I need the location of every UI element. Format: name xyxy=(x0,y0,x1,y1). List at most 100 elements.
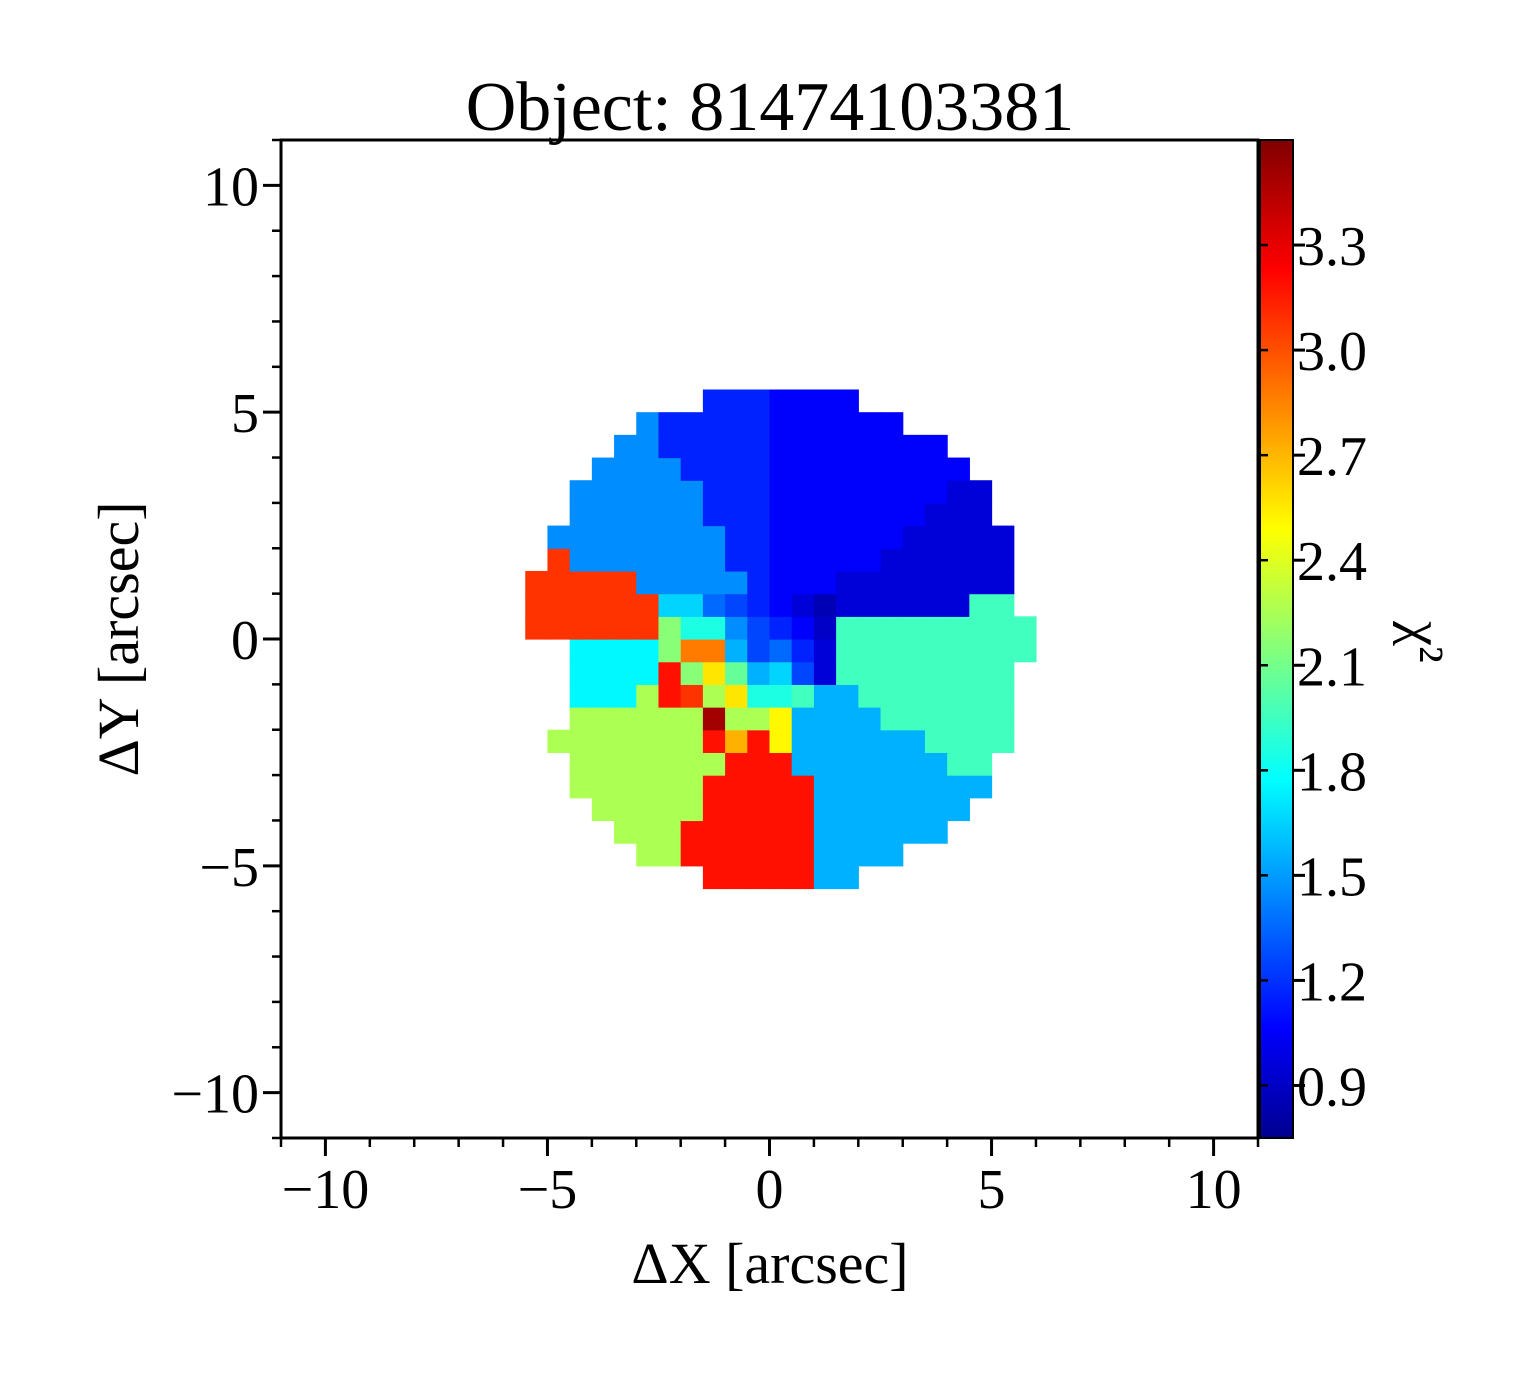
map-pixel xyxy=(791,865,815,890)
map-pixel xyxy=(858,570,882,595)
map-pixel xyxy=(547,525,571,549)
map-pixel xyxy=(725,593,748,617)
map-pixel xyxy=(813,684,837,708)
map-pixel xyxy=(924,661,948,685)
map-pixel xyxy=(836,480,859,504)
map-pixel xyxy=(680,434,704,459)
map-pixel xyxy=(858,797,882,822)
map-pixel xyxy=(791,752,815,776)
map-pixel xyxy=(880,707,904,731)
map-pixel xyxy=(969,639,993,663)
map-pixel xyxy=(836,684,859,708)
map-pixel xyxy=(947,616,970,640)
map-pixel xyxy=(836,639,859,663)
map-pixel xyxy=(858,661,882,685)
map-pixel xyxy=(747,457,771,481)
map-pixel xyxy=(680,639,704,663)
map-pixel xyxy=(747,548,771,572)
map-pixel xyxy=(680,843,704,867)
colorbar-tick-label: 1.5 xyxy=(1297,846,1367,908)
map-pixel xyxy=(791,525,815,549)
map-pixel xyxy=(791,797,815,822)
map-pixel xyxy=(680,502,704,527)
map-pixel xyxy=(791,729,815,754)
colorbar-tick-label: 1.8 xyxy=(1297,741,1367,803)
colorbar-tick-label: 2.7 xyxy=(1297,426,1367,488)
map-pixel xyxy=(658,570,682,595)
map-pixel xyxy=(769,548,793,572)
map-pixel xyxy=(658,639,682,663)
map-pixel xyxy=(525,570,549,595)
map-pixel xyxy=(547,570,571,595)
map-pixel xyxy=(658,434,682,459)
map-pixel xyxy=(769,593,793,617)
map-pixel xyxy=(902,775,926,799)
map-pixel xyxy=(924,457,948,481)
x-tick-label: −10 xyxy=(282,1159,370,1221)
x-axis-label: ΔX [arcsec] xyxy=(631,1231,908,1296)
y-tick-label: 10 xyxy=(203,156,259,218)
map-pixel xyxy=(813,820,837,844)
map-pixel xyxy=(614,707,637,731)
map-pixel xyxy=(769,502,793,527)
map-pixel xyxy=(991,684,1015,708)
map-pixel xyxy=(858,684,882,708)
map-pixel xyxy=(858,820,882,844)
map-pixel xyxy=(569,707,593,731)
map-pixel xyxy=(614,639,637,663)
map-pixel xyxy=(591,684,615,708)
map-pixel xyxy=(836,616,859,640)
map-pixel xyxy=(769,684,793,708)
map-pixel xyxy=(969,480,993,504)
map-pixel xyxy=(902,457,926,481)
map-pixel xyxy=(725,865,748,890)
map-pixel xyxy=(614,752,637,776)
map-pixel xyxy=(636,729,660,754)
map-pixel xyxy=(791,775,815,799)
map-pixel xyxy=(725,729,748,754)
map-pixel xyxy=(725,457,748,481)
map-pixel xyxy=(902,661,926,685)
map-pixel xyxy=(769,661,793,685)
map-pixel xyxy=(569,616,593,640)
x-tick-label: 5 xyxy=(978,1159,1006,1221)
map-pixel xyxy=(836,707,859,731)
map-pixel xyxy=(813,502,837,527)
y-axis-label: ΔY [arcsec] xyxy=(86,501,151,776)
map-pixel xyxy=(747,616,771,640)
map-pixel xyxy=(569,502,593,527)
map-pixel xyxy=(991,661,1015,685)
map-pixel xyxy=(791,639,815,663)
map-pixel xyxy=(658,593,682,617)
map-pixel xyxy=(813,775,837,799)
map-pixel xyxy=(591,752,615,776)
colorbar-tick-label: 1.2 xyxy=(1297,951,1367,1013)
map-pixel xyxy=(680,820,704,844)
map-pixel xyxy=(636,480,660,504)
map-pixel xyxy=(569,775,593,799)
map-pixel xyxy=(569,752,593,776)
map-pixel xyxy=(636,616,660,640)
map-pixel xyxy=(658,729,682,754)
map-pixel xyxy=(836,412,859,436)
map-pixel xyxy=(525,593,549,617)
map-pixel xyxy=(769,843,793,867)
map-pixel xyxy=(769,457,793,481)
map-pixel xyxy=(813,707,837,731)
map-pixel xyxy=(858,457,882,481)
map-pixel xyxy=(658,616,682,640)
map-pixel xyxy=(880,684,904,708)
map-pixel xyxy=(636,639,660,663)
map-pixel xyxy=(658,843,682,867)
map-pixel xyxy=(680,593,704,617)
map-pixel xyxy=(769,525,793,549)
map-pixel xyxy=(902,729,926,754)
colorbar-tick-label: 2.4 xyxy=(1297,531,1367,593)
colorbar-tick-label: 2.1 xyxy=(1297,636,1367,698)
map-pixel xyxy=(769,480,793,504)
map-pixel xyxy=(902,684,926,708)
x-tick-label: −5 xyxy=(518,1159,578,1221)
map-pixel xyxy=(791,843,815,867)
map-pixel xyxy=(591,457,615,481)
map-pixel xyxy=(858,525,882,549)
